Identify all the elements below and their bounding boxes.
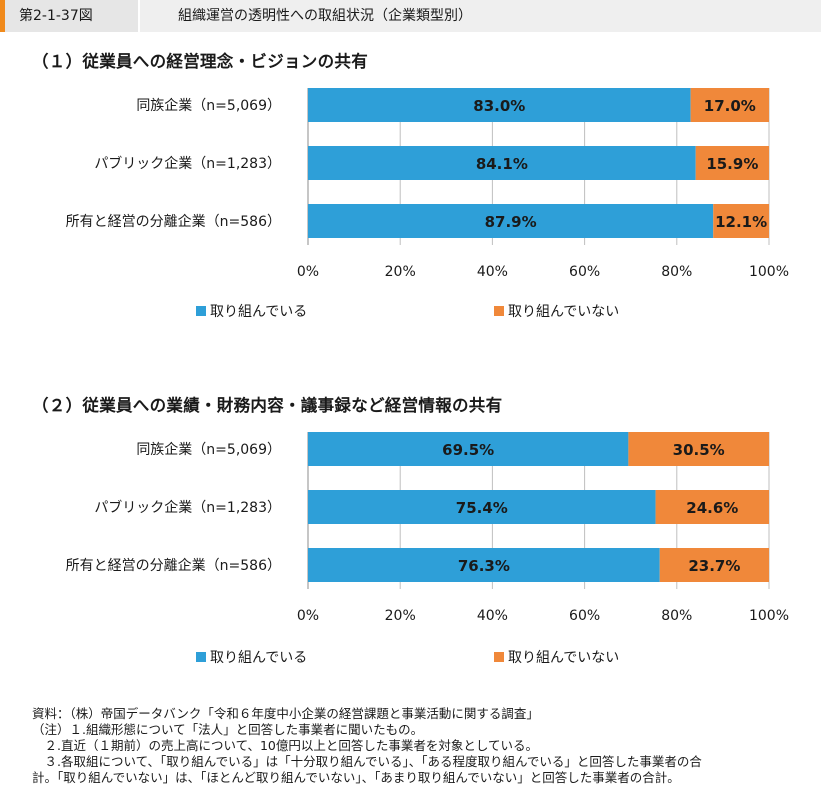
bar-segment-series2 xyxy=(695,146,769,180)
category-label: 所有と経営の分離企業（n=586） xyxy=(66,213,281,230)
bar-segment-series1 xyxy=(308,432,629,466)
bar-segment-series1 xyxy=(308,548,660,582)
legend-label: 取り組んでいない xyxy=(508,650,620,666)
bar-segment-series1 xyxy=(308,490,656,524)
data-label: 87.9% xyxy=(485,213,537,231)
chart-plot-2: 0% 20% 40% 60% 80% 100% 同族企業（n=5,069） 69.5% 30.5… xyxy=(66,432,789,624)
chart-legend: 取り組んでいる 取り組んでいない xyxy=(0,301,821,321)
note-line: ２.直近（１期前）の売上高について、10億円以上と回答した事業者を対象としている… xyxy=(32,738,539,753)
data-label: 24.6% xyxy=(686,499,738,517)
bar-segment-series2 xyxy=(659,548,769,582)
x-tick-label: 60% xyxy=(569,264,600,280)
chart-plot-1: 0% 20% 40% 60% 80% 100% 同族企業（n=5,069） 83.0% 17.0… xyxy=(66,88,789,280)
x-tick-label: 40% xyxy=(477,264,508,280)
chart-legend: 取り組んでいる 取り組んでいない xyxy=(0,647,821,667)
legend-label: 取り組んでいる xyxy=(210,650,308,666)
legend-swatch xyxy=(196,652,206,662)
x-tick-label: 0% xyxy=(297,608,319,624)
data-label: 30.5% xyxy=(673,441,725,459)
note-line: ３.各取組について、「取り組んでいる」は「十分取り組んでいる」、「ある程度取り組… xyxy=(32,754,702,769)
legend-swatch xyxy=(494,306,504,316)
category-label: 同族企業（n=5,069） xyxy=(136,97,281,114)
bar-segment-series1 xyxy=(308,146,696,180)
data-label: 17.0% xyxy=(704,97,756,115)
bar-segment-series1 xyxy=(308,88,691,122)
chart-panel-1: （１）従業員への経営理念・ビジョンの共有 0% 20% 40% 60% 80% 100% 同… xyxy=(0,48,821,378)
category-label: パブリック企業（n=1,283） xyxy=(94,499,281,516)
legend-swatch xyxy=(196,306,206,316)
category-label: 同族企業（n=5,069） xyxy=(136,441,281,458)
x-tick-label: 100% xyxy=(749,608,789,624)
data-label: 23.7% xyxy=(688,557,740,575)
data-label: 15.9% xyxy=(706,155,758,173)
figure-header: 第2-1-37図 組織運営の透明性への取組状況（企業類型別） xyxy=(0,0,821,32)
figure-number: 第2-1-37図 xyxy=(5,0,138,32)
legend-item-series2: 取り組んでいない xyxy=(494,647,619,667)
legend-label: 取り組んでいない xyxy=(508,304,620,320)
x-tick-label: 0% xyxy=(297,264,319,280)
figure-title: 組織運営の透明性への取組状況（企業類型別） xyxy=(140,0,821,32)
x-tick-label: 40% xyxy=(477,608,508,624)
header-accent-bar xyxy=(0,0,5,32)
source-line: 資料：（株）帝国データバンク「令和６年度中小企業の経営課題と事業活動に関する調査… xyxy=(32,706,539,721)
legend-item-series2: 取り組んでいない xyxy=(494,301,619,321)
x-tick-label: 80% xyxy=(661,264,692,280)
legend-swatch xyxy=(494,652,504,662)
chart-title: （２）従業員への業績・財務内容・議事録など経営情報の共有 xyxy=(32,396,503,415)
data-label: 75.4% xyxy=(456,499,508,517)
data-label: 84.1% xyxy=(476,155,528,173)
legend-item-series1: 取り組んでいる xyxy=(196,301,307,321)
bar-segment-series2 xyxy=(628,432,769,466)
x-tick-label: 80% xyxy=(661,608,692,624)
data-label: 76.3% xyxy=(458,557,510,575)
x-tick-label: 100% xyxy=(749,264,789,280)
x-tick-label: 20% xyxy=(385,264,416,280)
chart-panel-2: （２）従業員への業績・財務内容・議事録など経営情報の共有 0% 20% 40% 60%… xyxy=(0,392,821,722)
bar-segment-series2 xyxy=(713,204,769,238)
bar-segment-series2 xyxy=(690,88,769,122)
source-notes: 資料：（株）帝国データバンク「令和６年度中小企業の経営課題と事業活動に関する調査… xyxy=(32,706,812,786)
chart-title: （１）従業員への経営理念・ビジョンの共有 xyxy=(32,52,368,71)
data-label: 69.5% xyxy=(442,441,494,459)
bar-segment-series1 xyxy=(308,204,714,238)
x-tick-label: 20% xyxy=(385,608,416,624)
note-line: （注）１.組織形態について「法人」と回答した事業者に聞いたもの。 xyxy=(32,722,424,737)
note-line: 計。「取り組んでいない」は、「ほとんど取り組んでいない」、「あまり取り組んでいな… xyxy=(32,770,680,785)
x-tick-label: 60% xyxy=(569,608,600,624)
legend-item-series1: 取り組んでいる xyxy=(196,647,307,667)
bar-segment-series2 xyxy=(655,490,769,524)
legend-label: 取り組んでいる xyxy=(210,304,308,320)
data-label: 83.0% xyxy=(473,97,525,115)
data-label: 12.1% xyxy=(715,213,767,231)
category-label: 所有と経営の分離企業（n=586） xyxy=(66,557,281,574)
category-label: パブリック企業（n=1,283） xyxy=(94,155,281,172)
